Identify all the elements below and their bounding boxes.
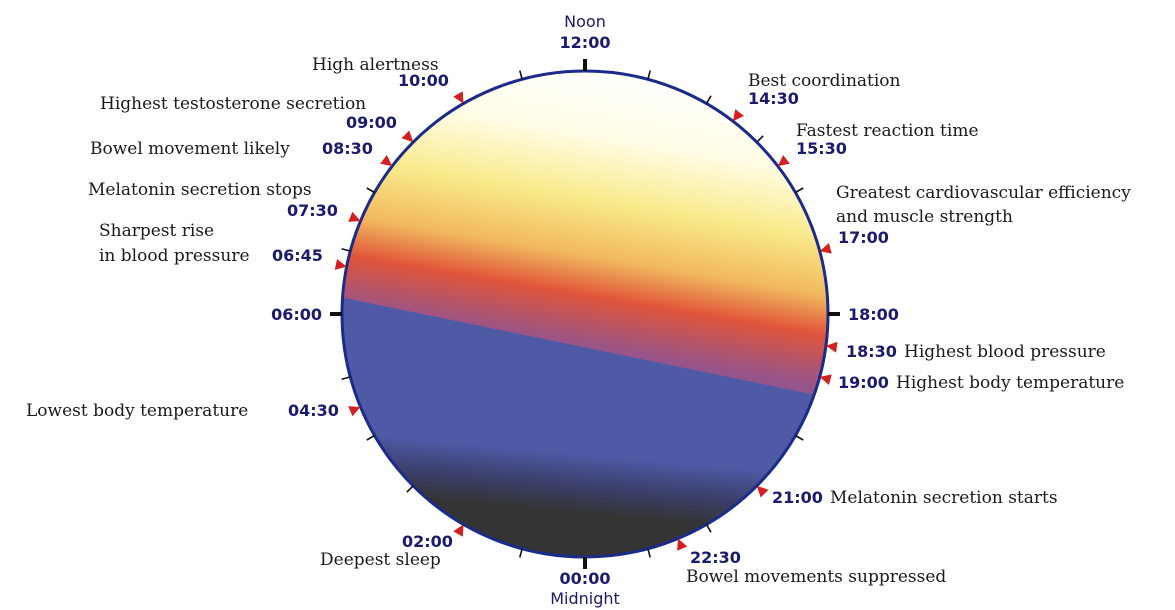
event-time: 07:30 <box>287 201 338 220</box>
event-marker-high-alertness <box>453 91 464 104</box>
event-time: 19:00 <box>838 373 889 392</box>
hour-tick <box>795 434 804 441</box>
event-label: High alertness <box>312 55 439 75</box>
event-marker-cardio-efficiency <box>819 242 832 254</box>
event-label: Highest blood pressure <box>904 342 1106 362</box>
event-bowel-movement-likely: Bowel movement likely 08:30 <box>90 139 373 159</box>
event-label: Melatonin secretion stops <box>88 180 312 200</box>
event-marker-highest-body-temp <box>819 374 832 386</box>
time-label-06-00: 06:00 <box>271 305 322 324</box>
hour-tick <box>647 70 651 80</box>
event-highest-bp: 18:30 Highest blood pressure <box>846 342 1106 362</box>
event-marker-best-coordination <box>732 109 744 122</box>
event-label: Bowel movements suppressed <box>686 567 946 587</box>
event-lowest-body-temp: Lowest body temperature 04:30 <box>26 401 339 421</box>
hour-tick <box>795 187 804 194</box>
time-label-18-00: 18:00 <box>848 305 899 324</box>
hour-tick <box>341 376 351 380</box>
event-marker-sharpest-rise-bp <box>334 259 347 270</box>
hour-tick <box>519 548 523 558</box>
event-time: 02:00 <box>402 532 453 551</box>
event-best-coordination: Best coordination 14:30 <box>748 71 901 108</box>
hour-tick <box>341 248 351 252</box>
event-time: 15:30 <box>796 139 847 158</box>
hour-tick <box>519 70 523 80</box>
event-marker-melatonin-starts <box>756 485 769 498</box>
event-label-line2: and muscle strength <box>836 207 1013 227</box>
event-time: 18:30 <box>846 342 897 361</box>
event-marker-melatonin-stops <box>348 211 361 222</box>
event-markers <box>334 91 838 551</box>
event-time: 06:45 <box>272 246 323 265</box>
event-time: 14:30 <box>748 89 799 108</box>
event-time: 08:30 <box>322 139 373 158</box>
event-label: Sharpest rise <box>99 221 214 241</box>
event-marker-bowel-movement-likely <box>380 155 393 167</box>
event-marker-lowest-body-temp <box>348 406 361 417</box>
event-bowel-suppressed: 22:30 Bowel movements suppressed <box>686 548 946 587</box>
event-label: Melatonin secretion starts <box>830 488 1058 508</box>
hour-tick <box>647 548 651 558</box>
midnight-label: Midnight <box>550 589 620 608</box>
event-highest-testosterone: Highest testosterone secretion 09:00 <box>100 94 397 132</box>
event-highest-body-temp: 19:00 Highest body temperature <box>838 373 1124 393</box>
event-time: 09:00 <box>346 113 397 132</box>
hour-tick <box>756 135 764 143</box>
event-fastest-reaction: Fastest reaction time 15:30 <box>796 121 979 158</box>
event-label: Fastest reaction time <box>796 121 979 141</box>
hour-tick <box>705 524 712 533</box>
hour-tick <box>366 187 375 194</box>
event-label: Lowest body temperature <box>26 401 248 421</box>
event-high-alertness: High alertness 10:00 <box>312 55 449 90</box>
event-marker-bowel-suppressed <box>677 538 688 551</box>
event-label: Highest testosterone secretion <box>100 94 366 114</box>
event-label: Highest body temperature <box>896 373 1124 393</box>
event-label: Greatest cardiovascular efficiency <box>836 183 1131 203</box>
time-label-12-00: 12:00 <box>560 33 611 52</box>
clock-face <box>342 71 828 557</box>
event-label: Bowel movement likely <box>90 139 290 159</box>
event-marker-deepest-sleep <box>453 524 464 537</box>
event-marker-highest-bp <box>825 341 838 353</box>
event-label-line2: in blood pressure <box>99 246 250 266</box>
event-marker-fastest-reaction <box>777 155 790 167</box>
event-time: 22:30 <box>690 548 741 567</box>
event-time: 10:00 <box>398 71 449 90</box>
night-region <box>342 295 828 557</box>
event-sharpest-rise-bp: Sharpest rise in blood pressure 06:45 <box>99 221 323 266</box>
event-time: 17:00 <box>838 228 889 247</box>
noon-label: Noon <box>564 12 606 31</box>
hour-tick <box>406 485 414 493</box>
time-label-00-00: 00:00 <box>560 569 611 588</box>
event-deepest-sleep: 02:00 Deepest sleep <box>320 532 453 570</box>
event-label: Best coordination <box>748 71 901 91</box>
event-marker-highest-testosterone <box>401 130 414 143</box>
event-time: 04:30 <box>288 401 339 420</box>
hour-tick <box>705 95 712 104</box>
event-melatonin-stops: Melatonin secretion stops 07:30 <box>88 180 338 220</box>
hour-tick <box>366 434 375 441</box>
event-cardio-efficiency: Greatest cardiovascular efficiency and m… <box>836 183 1131 247</box>
event-label: Deepest sleep <box>320 550 441 570</box>
event-time: 21:00 <box>772 488 823 507</box>
event-melatonin-starts: 21:00 Melatonin secretion starts <box>772 488 1058 508</box>
